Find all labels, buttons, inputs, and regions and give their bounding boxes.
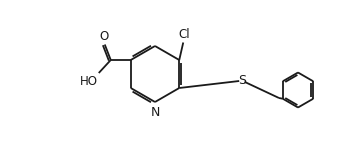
Text: S: S (238, 74, 246, 87)
Text: HO: HO (80, 75, 98, 88)
Text: Cl: Cl (178, 28, 190, 41)
Text: N: N (150, 106, 160, 119)
Text: O: O (100, 30, 109, 43)
